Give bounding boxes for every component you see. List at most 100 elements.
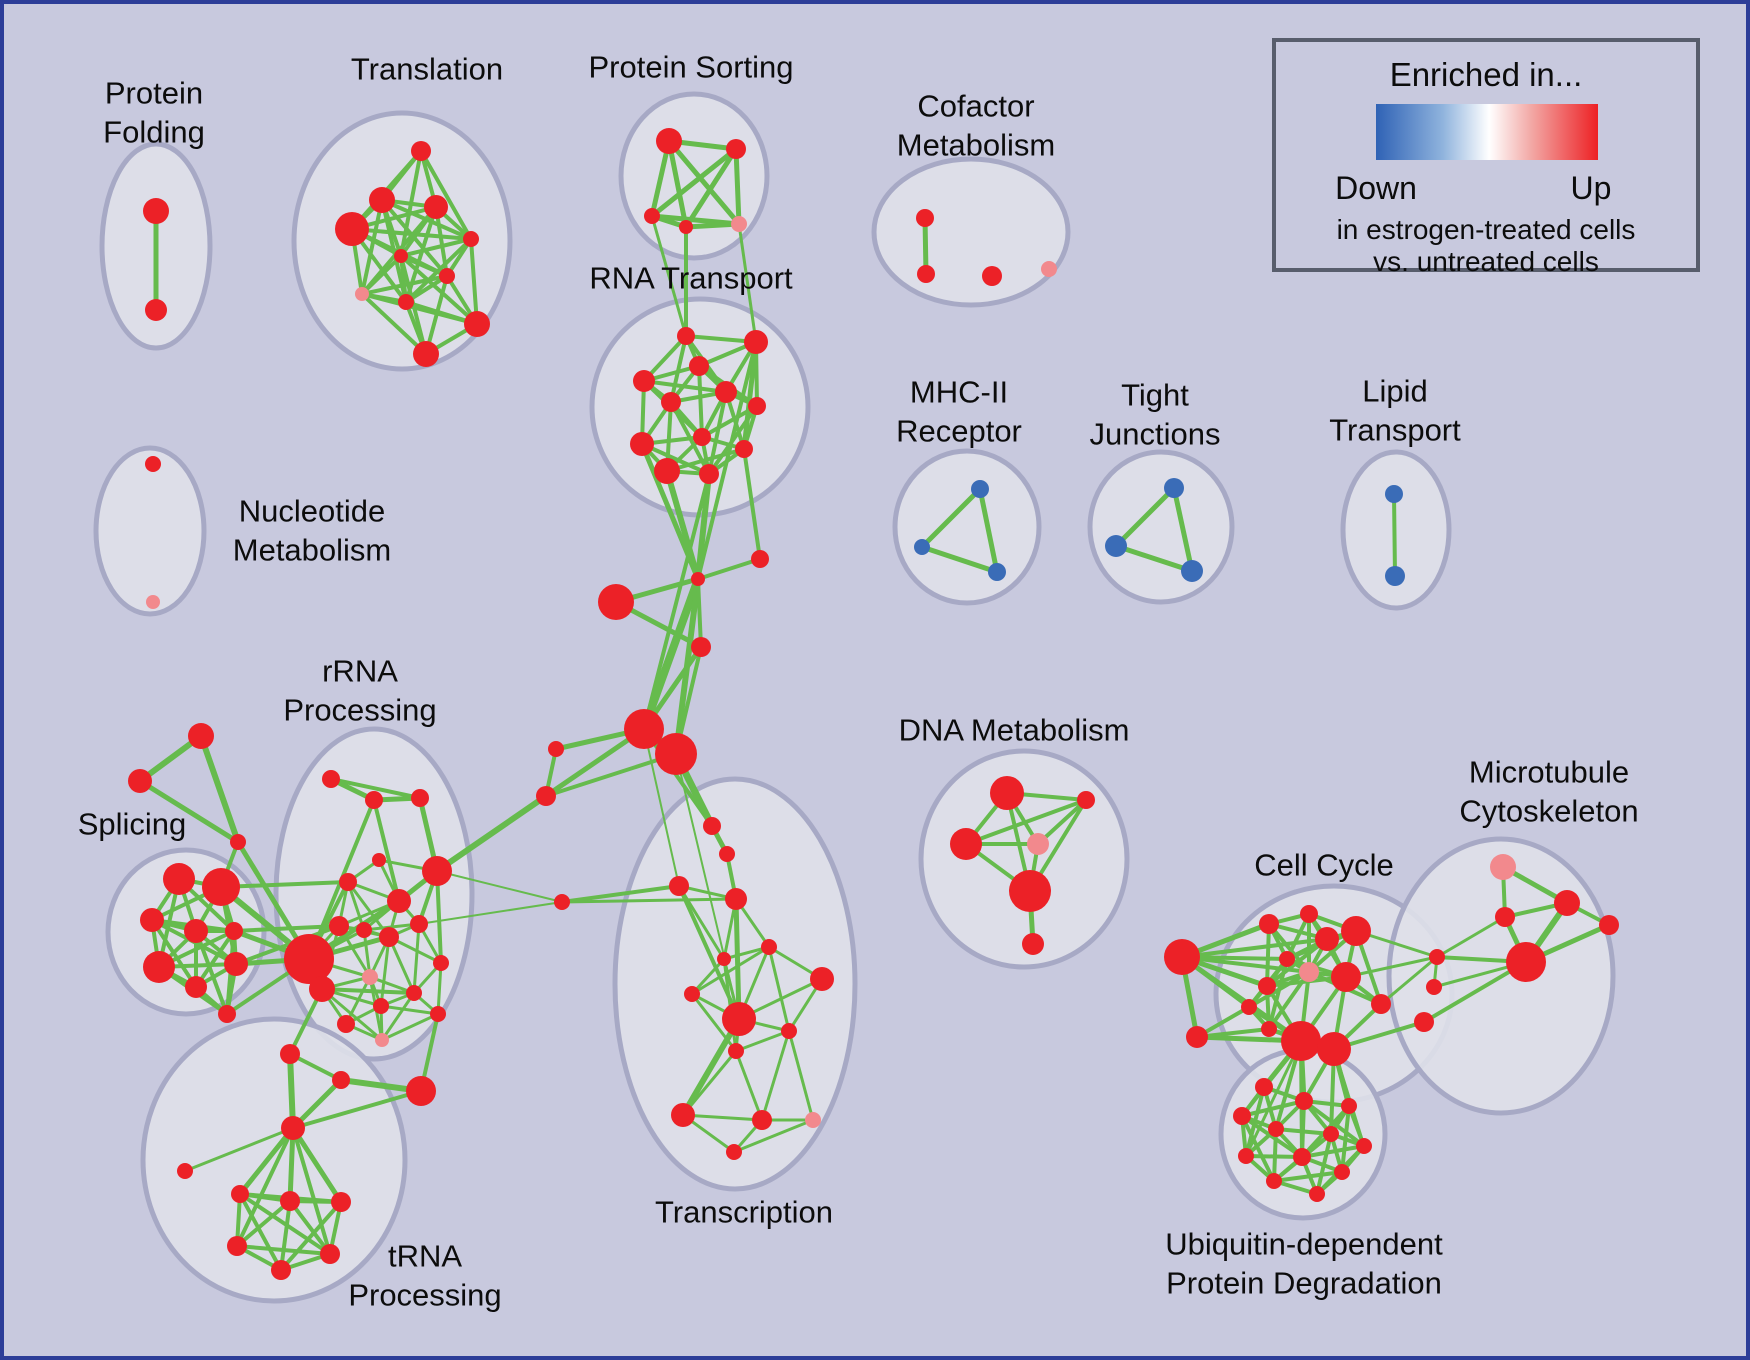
gene-set-node-rt8	[693, 428, 711, 446]
gene-set-node-tx6	[717, 952, 731, 966]
gene-set-node-cc6	[1341, 916, 1371, 946]
gene-set-node-rr8	[329, 916, 349, 936]
gene-set-node-tn5	[227, 1236, 247, 1256]
cluster-label-tight-junctions: Tight	[1121, 378, 1189, 413]
gene-set-node-dm3	[950, 828, 982, 860]
edge-t1-t3	[198, 733, 241, 845]
cluster-label-rrna-processing: Processing	[283, 693, 436, 728]
gene-set-node-ub7	[1356, 1138, 1372, 1154]
gene-set-node-cc4	[1300, 905, 1318, 923]
edge-tl7-tl9	[404, 274, 449, 304]
gene-set-node-ub8	[1238, 1148, 1254, 1164]
gene-set-node-rrh1	[284, 934, 334, 984]
gene-set-node-mt5	[1506, 942, 1546, 982]
edge-tj1-tj2	[1113, 485, 1177, 549]
cluster-ellipse-cofactor-metabolism	[871, 156, 1071, 308]
edge-tn0-tn1	[183, 1126, 295, 1173]
edge-rt4-rt6	[642, 379, 728, 394]
gene-set-node-tx9	[722, 1002, 756, 1036]
gene-set-node-cf3	[982, 266, 1002, 286]
legend-title: Enriched in...	[1389, 56, 1583, 93]
edge-ps2-ps5	[733, 146, 742, 227]
edge-hub1-tx3	[643, 728, 680, 887]
edge-ub4-ub11	[1240, 1114, 1276, 1183]
gene-set-node-nm1	[145, 456, 161, 472]
edge-rr9-rr11	[362, 922, 421, 932]
gene-set-node-tl1	[411, 141, 431, 161]
edge-mt3-mt4	[1435, 915, 1507, 959]
gene-set-node-rr6	[339, 873, 357, 891]
gene-set-node-rr20	[332, 1071, 350, 1089]
edge-ps5-rt2	[737, 222, 758, 344]
edge-ps2-ps4	[683, 146, 739, 230]
edge-tl8-tl11	[360, 292, 428, 356]
edge-tx10-tx14	[787, 1029, 815, 1122]
legend-caption-line2: vs. untreated cells	[1373, 246, 1599, 277]
gene-set-node-rt7	[748, 397, 766, 415]
cluster-label-tight-junctions: Junctions	[1090, 417, 1221, 452]
gene-set-node-dm2	[1077, 791, 1095, 809]
edge-tx10-tx13	[760, 1029, 791, 1122]
edge-ps3-rt1	[650, 214, 688, 338]
cluster-ellipse-mhc-ii-receptor	[892, 448, 1042, 606]
gene-set-node-cc2	[1186, 1026, 1208, 1048]
cluster-label-mhc-ii-receptor: Receptor	[896, 414, 1022, 449]
gene-set-node-ub3	[1341, 1098, 1357, 1114]
edge-cc15-mt4	[1379, 955, 1439, 1006]
edge-lt1-lt2	[1392, 492, 1397, 578]
edge-rr10-rr15	[379, 935, 391, 1008]
edge-ub2-ub4	[1240, 1099, 1306, 1118]
gene-set-node-tn2	[231, 1185, 249, 1203]
gene-set-node-mfar	[554, 894, 570, 910]
gene-set-node-cc12	[1261, 1021, 1277, 1037]
gene-set-node-ps2	[726, 139, 746, 159]
gene-set-node-ub12	[1309, 1186, 1325, 1202]
gene-set-node-rt3	[689, 356, 709, 376]
gene-set-node-cc3	[1259, 914, 1279, 934]
legend-down-label: Down	[1335, 170, 1417, 206]
edge-rr11-mfar	[418, 901, 563, 925]
gene-set-node-tn4	[331, 1192, 351, 1212]
edge-t2-t3	[137, 778, 241, 845]
edge-ps2-ps3	[649, 146, 739, 219]
gene-set-node-tn3	[280, 1191, 300, 1211]
cluster-label-lipid-transport: Transport	[1329, 413, 1461, 448]
edge-rr4-rr12	[435, 869, 443, 965]
edge-rt10-rt11	[665, 447, 746, 473]
gene-set-node-rt5	[661, 392, 681, 412]
gene-set-node-rrh2	[309, 976, 335, 1002]
edge-tn3-tn5	[235, 1199, 292, 1248]
edge-rt2-rt10	[741, 339, 759, 452]
gene-set-node-rr2	[365, 791, 383, 809]
gene-set-node-sp2	[202, 868, 240, 906]
edge-rt12-mj1	[695, 471, 712, 582]
gene-set-node-rr11	[410, 915, 428, 933]
edge-tl6-tl8	[360, 254, 403, 296]
gene-set-node-tl10	[464, 311, 490, 337]
edge-cc2-cc12	[1195, 1027, 1271, 1039]
edge-tl5-tl6	[399, 237, 473, 258]
edge-tn0-tn4	[290, 1125, 344, 1205]
gene-set-node-tl7	[439, 268, 455, 284]
cluster-label-protein-folding: Protein	[105, 76, 203, 111]
gene-set-node-tj1	[1164, 478, 1184, 498]
nodes-layer	[128, 128, 1619, 1280]
gene-set-node-nm2	[146, 595, 160, 609]
edge-tn2-tn7	[238, 1192, 283, 1272]
edge-rr11-rr14	[412, 922, 421, 995]
labels-layer: Protein Folding Translation Protein Sorting…	[78, 50, 1639, 1313]
gene-set-node-tx13	[752, 1110, 772, 1130]
cluster-label-trna-processing: Processing	[348, 1278, 501, 1313]
edge-tn0-tn3	[287, 1125, 296, 1204]
gene-set-node-sp7	[224, 952, 248, 976]
gene-set-node-mlow	[691, 637, 711, 657]
gene-set-node-rr18	[375, 1033, 389, 1047]
gene-set-node-mt8	[1414, 1012, 1434, 1032]
gene-set-node-ms1	[548, 741, 564, 757]
gene-set-node-rr4	[422, 856, 452, 886]
gene-set-node-dm4	[1027, 833, 1049, 855]
edge-tj1-tj3	[1171, 485, 1195, 574]
edge-rr10-rr14	[387, 935, 416, 995]
edge-tj2-tj3	[1113, 543, 1195, 574]
cluster-label-mhc-ii-receptor: MHC-II	[910, 375, 1008, 410]
